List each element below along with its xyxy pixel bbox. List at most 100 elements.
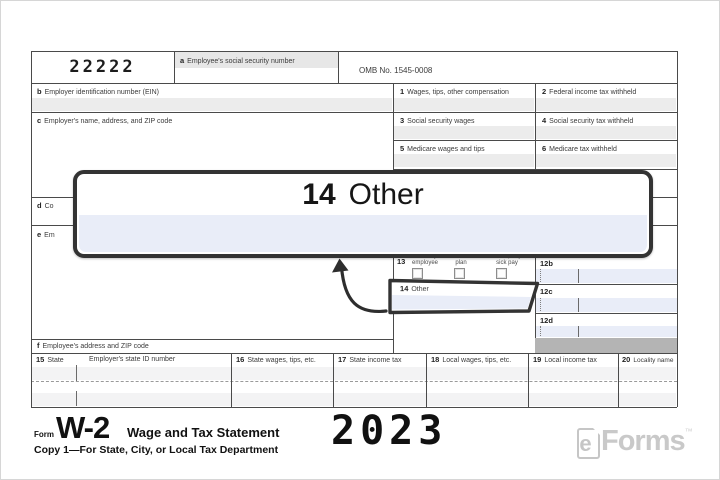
shaded-unused-area: [535, 338, 677, 353]
box-15-number: 15: [36, 355, 45, 364]
eforms-page-fold: [592, 427, 601, 436]
box-17-label: State income tax: [349, 357, 402, 364]
box-c-number: c: [37, 116, 42, 125]
divider: [31, 353, 677, 354]
box-12d-input[interactable]: [536, 326, 677, 337]
box-a-number: a: [180, 56, 185, 65]
box-a-label: Employee's social security number: [187, 58, 295, 65]
eforms-logo-text: Forms: [601, 425, 686, 457]
box-5-label: Medicare wages and tips: [407, 146, 485, 153]
box-15-employer-state-id-label: Employer's state ID number: [89, 356, 176, 363]
box-12b-code-divider: [578, 269, 579, 283]
checkbox-2-label-line2: plan: [455, 260, 467, 266]
box-5-input[interactable]: [394, 154, 534, 167]
box-19-number: 19: [533, 355, 542, 364]
box-f-label: Employee's address and ZIP code: [42, 343, 149, 350]
callout-box-label: Other: [348, 177, 424, 211]
box-6-input[interactable]: [536, 154, 676, 167]
box-15-state-divider-2: [76, 391, 77, 406]
third-party-sick-pay-checkbox[interactable]: [496, 268, 507, 279]
box-b-number: b: [37, 87, 42, 96]
box-a-label-band: [175, 52, 338, 68]
box-4-input[interactable]: [536, 126, 676, 139]
box-12b-input[interactable]: [536, 269, 677, 283]
checkbox-3-label-line2: sick pay: [496, 260, 518, 266]
form-word: Form: [34, 430, 54, 439]
box-a-input[interactable]: [175, 68, 338, 82]
form-name: W-2: [56, 410, 110, 445]
box-b-label: Employer identification number (EIN): [44, 89, 159, 96]
box-19-label: Local income tax: [544, 357, 597, 364]
divider: [231, 353, 232, 407]
box-6-label: Medicare tax withheld: [549, 146, 617, 153]
retirement-plan-checkbox[interactable]: [454, 268, 465, 279]
box-1-label: Wages, tips, other compensation: [407, 89, 509, 96]
box-12b-label: 12b: [540, 259, 553, 268]
box-20-number: 20: [622, 355, 631, 364]
box-15-state-divider: [76, 365, 77, 381]
omb-number: OMB No. 1545-0008: [359, 66, 433, 75]
eforms-logo-e: e: [579, 430, 592, 456]
box-18-label: Local wages, tips, etc.: [442, 357, 512, 364]
box-3-label: Social security wages: [407, 118, 475, 125]
box-18-number: 18: [431, 355, 440, 364]
box-12c-input[interactable]: [536, 298, 677, 312]
magnifier-graphic: [332, 258, 540, 315]
divider: [528, 353, 529, 407]
eforms-logo: e Forms ™: [577, 425, 693, 459]
copy-line: Copy 1—For State, City, or Local Tax Dep…: [34, 444, 279, 456]
form-statement-title: Wage and Tax Statement: [127, 425, 280, 440]
box-d-number: d: [37, 201, 42, 210]
statutory-employee-checkbox[interactable]: [412, 268, 423, 279]
box-12c-code-divider: [578, 298, 579, 312]
divider: [426, 353, 427, 407]
callout-arrow-curve: [339, 265, 388, 314]
box-1-number: 1: [400, 87, 405, 96]
box-12c-label: 12c: [540, 287, 553, 296]
callout-box-14-input[interactable]: [79, 215, 647, 252]
box-c-label: Employer's name, address, and ZIP code: [44, 118, 173, 125]
box-2-number: 2: [542, 87, 547, 96]
box-12b-code-marks: [540, 269, 541, 282]
divider: [333, 353, 334, 407]
state-row-2-input[interactable]: [32, 393, 676, 406]
divider: [618, 353, 619, 407]
control-number: 22222: [69, 57, 136, 77]
box-12d-code-divider: [578, 326, 579, 337]
box-2-input[interactable]: [536, 98, 676, 111]
divider: [31, 112, 677, 113]
box-e-number: e: [37, 230, 42, 239]
box-17-number: 17: [338, 355, 347, 364]
box-13-number: 13: [397, 257, 406, 266]
callout-box-number: 14: [302, 177, 336, 211]
box-b-input[interactable]: [32, 98, 392, 111]
box-14-label: Other: [411, 285, 429, 294]
box-f-number: f: [37, 341, 40, 350]
divider: [338, 51, 339, 83]
tax-year: 2023: [331, 408, 448, 454]
eforms-page-icon: e: [577, 427, 601, 459]
box-14-highlight-input[interactable]: [392, 295, 531, 310]
box-12d-label: 12d: [540, 316, 553, 325]
divider: [677, 51, 678, 407]
divider: [535, 313, 677, 314]
divider: [174, 51, 175, 83]
eforms-trademark: ™: [684, 427, 693, 436]
box-12c-code-marks: [540, 298, 541, 311]
divider: [535, 284, 677, 285]
divider: [31, 407, 677, 408]
box-3-input[interactable]: [394, 126, 534, 139]
box-1-input[interactable]: [394, 98, 534, 111]
divider: [31, 51, 677, 52]
box-3-number: 3: [400, 116, 405, 125]
box-16-number: 16: [236, 355, 245, 364]
box-2-label: Federal income tax withheld: [549, 89, 637, 96]
callout-title: 14 Other: [77, 174, 649, 215]
checkbox-1-label-line2: employee: [411, 260, 438, 266]
state-row-dashed-divider: [31, 381, 677, 382]
box-e-label-truncated: Em: [44, 232, 55, 239]
box-4-label: Social security tax withheld: [549, 118, 634, 125]
box-14-number: 14: [399, 284, 409, 294]
state-row-1-input[interactable]: [32, 367, 676, 380]
